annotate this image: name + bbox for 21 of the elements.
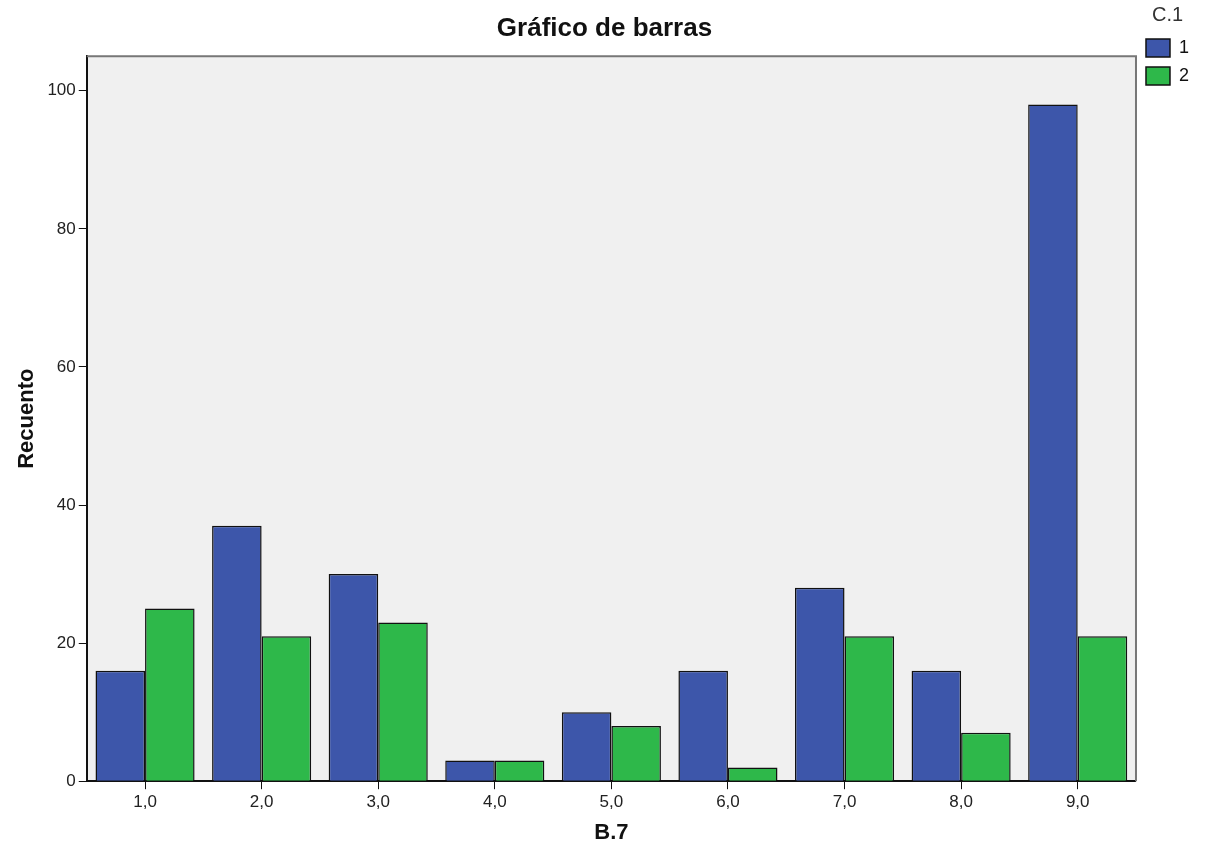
x-tick-label: 6,0 [716, 792, 740, 812]
y-tick-label: 80 [56, 218, 76, 238]
chart-title: Gráfico de barras [496, 11, 713, 42]
y-axis-title: Recuento [13, 368, 39, 469]
legend-title: C.1 [1151, 2, 1184, 25]
x-axis-title: B.7 [594, 818, 629, 844]
x-tick-label: 2,0 [249, 792, 274, 812]
x-tick-label: 9,0 [1065, 792, 1090, 812]
x-tick-label: 1,0 [133, 792, 157, 812]
y-tick-label: 60 [56, 356, 76, 376]
x-tick-label: 8,0 [949, 792, 973, 812]
y-tick-label: 100 [47, 80, 76, 100]
legend-label: 1 [1178, 36, 1189, 57]
legend-label: 2 [1178, 64, 1189, 85]
y-tick-label: 40 [56, 494, 76, 514]
x-tick-label: 4,0 [482, 792, 507, 812]
y-tick-label: 20 [56, 632, 76, 652]
x-tick-label: 3,0 [366, 792, 391, 812]
y-tick-label: 0 [66, 770, 76, 790]
x-tick-label: 5,0 [599, 792, 624, 812]
x-tick-label: 7,0 [832, 792, 857, 812]
